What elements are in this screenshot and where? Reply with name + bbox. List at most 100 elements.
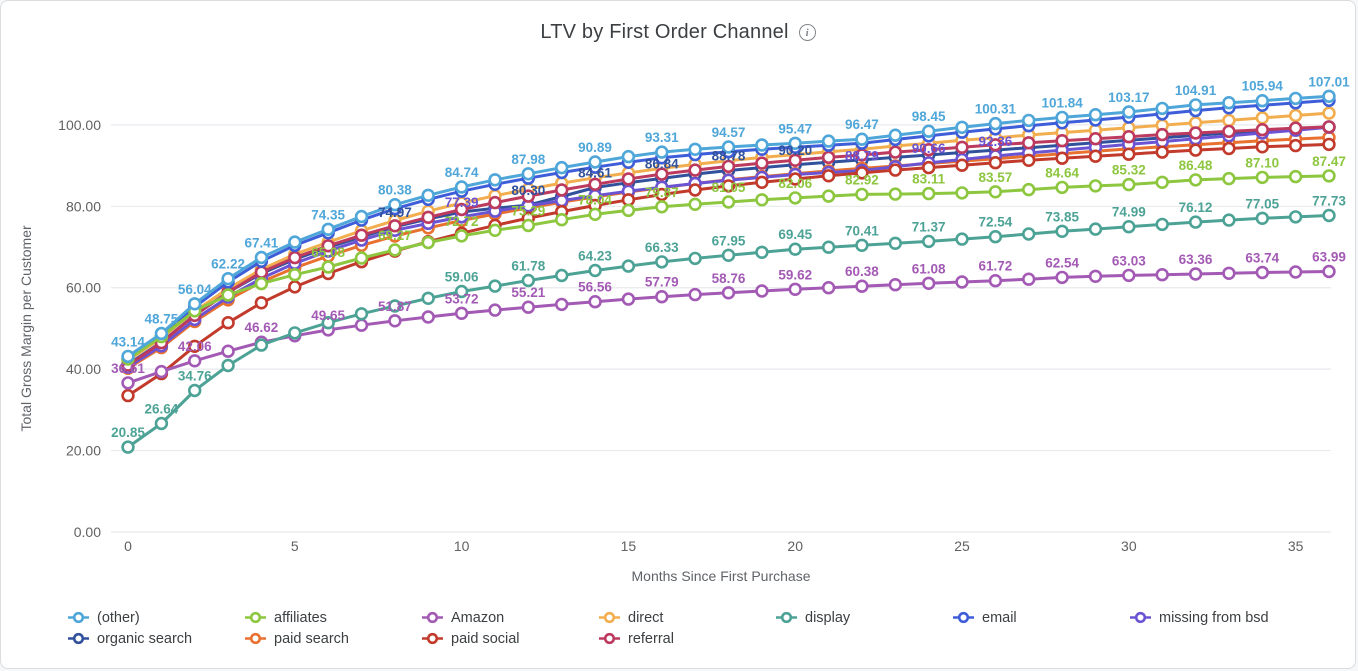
data-point[interactable] bbox=[655, 255, 669, 269]
data-point[interactable] bbox=[921, 186, 936, 201]
data-point[interactable] bbox=[1155, 145, 1169, 159]
data-point[interactable] bbox=[688, 251, 702, 266]
data-point[interactable] bbox=[354, 228, 369, 242]
data-point[interactable] bbox=[755, 193, 769, 207]
data-point[interactable] bbox=[988, 155, 1003, 170]
data-point[interactable] bbox=[588, 263, 602, 278]
data-point[interactable] bbox=[1122, 220, 1136, 234]
data-point[interactable] bbox=[1055, 180, 1069, 195]
data-point[interactable] bbox=[1188, 143, 1203, 157]
data-point[interactable] bbox=[388, 299, 402, 313]
data-point[interactable] bbox=[1288, 91, 1303, 106]
data-point[interactable] bbox=[188, 383, 202, 398]
info-icon[interactable]: i bbox=[798, 24, 816, 41]
data-point[interactable] bbox=[788, 153, 802, 168]
data-point[interactable] bbox=[154, 326, 169, 341]
data-point[interactable] bbox=[721, 248, 736, 263]
data-point[interactable] bbox=[454, 229, 469, 243]
data-point[interactable] bbox=[1055, 151, 1069, 165]
data-point[interactable] bbox=[1222, 95, 1236, 110]
data-point[interactable] bbox=[821, 169, 836, 183]
data-point[interactable] bbox=[755, 156, 769, 170]
data-point[interactable] bbox=[688, 142, 702, 157]
data-point[interactable] bbox=[321, 222, 335, 237]
data-point[interactable] bbox=[121, 349, 135, 364]
legend-item-display[interactable]: display bbox=[775, 608, 952, 627]
data-point[interactable] bbox=[588, 207, 602, 222]
data-point[interactable] bbox=[1222, 266, 1236, 281]
data-point[interactable] bbox=[1021, 136, 1036, 150]
data-point[interactable] bbox=[354, 251, 369, 265]
data-point[interactable] bbox=[1322, 137, 1336, 152]
data-point[interactable] bbox=[788, 191, 802, 205]
data-point[interactable] bbox=[1021, 113, 1036, 128]
data-point[interactable] bbox=[421, 291, 435, 306]
data-point[interactable] bbox=[554, 183, 569, 197]
data-point[interactable] bbox=[1122, 177, 1136, 192]
data-point[interactable] bbox=[1322, 208, 1336, 223]
data-point[interactable] bbox=[1188, 215, 1203, 229]
data-point[interactable] bbox=[521, 167, 535, 181]
data-point[interactable] bbox=[521, 189, 535, 203]
data-point[interactable] bbox=[1255, 170, 1270, 185]
data-point[interactable] bbox=[1288, 169, 1303, 184]
data-point[interactable] bbox=[955, 120, 969, 135]
data-point[interactable] bbox=[321, 239, 335, 253]
data-point[interactable] bbox=[1021, 153, 1036, 168]
data-point[interactable] bbox=[855, 166, 869, 180]
data-point[interactable] bbox=[221, 358, 235, 373]
data-point[interactable] bbox=[955, 186, 969, 200]
data-point[interactable] bbox=[788, 136, 802, 151]
data-point[interactable] bbox=[1088, 131, 1103, 146]
data-point[interactable] bbox=[1155, 127, 1169, 142]
data-point[interactable] bbox=[688, 183, 702, 197]
data-point[interactable] bbox=[321, 316, 335, 330]
data-point[interactable] bbox=[1088, 149, 1103, 163]
legend-item-Amazon[interactable]: Amazon bbox=[421, 608, 598, 627]
data-point[interactable] bbox=[554, 160, 569, 175]
legend-item-email[interactable]: email bbox=[952, 608, 1129, 627]
data-point[interactable] bbox=[888, 278, 902, 292]
data-point[interactable] bbox=[1322, 264, 1336, 279]
data-point[interactable] bbox=[354, 307, 369, 321]
data-point[interactable] bbox=[821, 150, 836, 165]
legend-item-organic-search[interactable]: organic search bbox=[67, 629, 244, 648]
data-point[interactable] bbox=[921, 276, 936, 291]
data-point[interactable] bbox=[1088, 269, 1103, 284]
data-point[interactable] bbox=[721, 195, 736, 209]
data-point[interactable] bbox=[1155, 101, 1169, 116]
data-point[interactable] bbox=[1322, 89, 1336, 103]
data-point[interactable] bbox=[1222, 113, 1236, 128]
data-point[interactable] bbox=[888, 187, 902, 201]
legend-item-paid-social[interactable]: paid social bbox=[421, 629, 598, 648]
data-point[interactable] bbox=[488, 303, 502, 317]
data-point[interactable] bbox=[1188, 126, 1203, 140]
data-point[interactable] bbox=[588, 295, 602, 309]
data-point[interactable] bbox=[254, 250, 269, 265]
data-point[interactable] bbox=[988, 138, 1003, 152]
data-point[interactable] bbox=[321, 260, 335, 274]
data-point[interactable] bbox=[788, 242, 802, 256]
data-point[interactable] bbox=[655, 145, 669, 159]
data-point[interactable] bbox=[188, 297, 202, 311]
data-point[interactable] bbox=[1155, 217, 1169, 232]
data-point[interactable] bbox=[1288, 108, 1303, 123]
data-point[interactable] bbox=[688, 163, 702, 177]
data-point[interactable] bbox=[488, 223, 502, 238]
data-point[interactable] bbox=[655, 187, 669, 202]
data-point[interactable] bbox=[188, 339, 202, 353]
legend-item-direct[interactable]: direct bbox=[598, 608, 775, 627]
data-point[interactable] bbox=[921, 124, 936, 138]
data-point[interactable] bbox=[988, 185, 1003, 199]
data-point[interactable] bbox=[955, 158, 969, 172]
data-point[interactable] bbox=[1055, 224, 1069, 239]
data-point[interactable] bbox=[1322, 169, 1336, 183]
data-point[interactable] bbox=[621, 149, 636, 164]
data-point[interactable] bbox=[1322, 106, 1336, 120]
data-point[interactable] bbox=[755, 284, 769, 298]
data-point[interactable] bbox=[221, 272, 235, 286]
data-point[interactable] bbox=[1088, 179, 1103, 193]
data-point[interactable] bbox=[921, 160, 936, 175]
data-point[interactable] bbox=[1155, 268, 1169, 282]
data-point[interactable] bbox=[388, 314, 402, 328]
